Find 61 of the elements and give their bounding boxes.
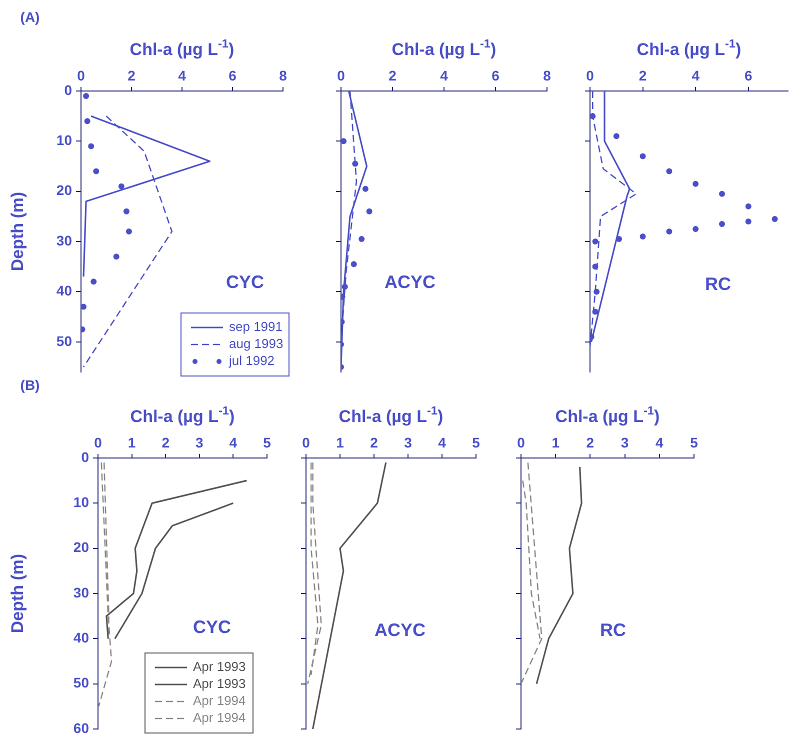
y-tick-label: 0 [81, 448, 90, 465]
annotation: ACYC [374, 620, 426, 640]
x-tick-label: 0 [586, 67, 594, 84]
x-tick-label: 8 [279, 67, 288, 84]
x-tick-label: 5 [263, 434, 272, 450]
x-tick-label: 0 [517, 434, 526, 450]
x-tick-label: 6 [492, 67, 500, 84]
x-tick-label: 5 [472, 434, 480, 450]
x-tick-label: 6 [228, 67, 237, 84]
x-tick-label: 0 [337, 67, 346, 84]
x-tick-label: 2 [586, 434, 594, 450]
x-tick-label: 6 [744, 67, 752, 84]
x-tick-label: 0 [302, 434, 310, 450]
x-tick-label: 1 [552, 434, 560, 450]
legend-label: aug 1993 [229, 336, 284, 352]
x-tick-label: 4 [692, 67, 700, 84]
x-tick-label: 3 [404, 434, 412, 450]
x-tick-label: 2 [388, 67, 397, 84]
x-tick-label: 2 [370, 434, 378, 450]
annotation: CYC [226, 272, 264, 292]
text: (B) [20, 376, 40, 393]
x-tick-label: 3 [196, 434, 204, 450]
legend-label: jul 1992 [228, 353, 275, 368]
x-tick-label: 8 [543, 67, 552, 84]
y-tick-label: 10 [56, 132, 72, 148]
y-tick-label: 10 [73, 494, 90, 510]
y-tick-label: 60 [73, 720, 90, 735]
y-tick-label: 0 [64, 82, 72, 98]
x-tick-label: 0 [94, 434, 102, 450]
legend-label: Apr 1994 [193, 693, 246, 708]
y-axis-title: Depth (m) [8, 554, 27, 634]
y-tick-label: 30 [73, 584, 90, 600]
x-tick-label: 2 [128, 67, 136, 84]
y-axis-title: Depth (m) [8, 192, 27, 272]
y-tick-label: 30 [56, 232, 72, 248]
annotation: CYC [192, 616, 232, 637]
x-tick-label: 4 [229, 434, 238, 450]
text: (A) [20, 8, 40, 25]
y-tick-label: 50 [73, 674, 90, 691]
y-tick-label: 40 [56, 282, 72, 299]
x-tick-label: 1 [336, 434, 344, 450]
legend-label: Apr 1993 [193, 659, 246, 674]
x-tick-label: 4 [438, 434, 446, 450]
x-tick-label: 4 [656, 434, 664, 450]
y-tick-label: 20 [56, 182, 72, 198]
legend-label: Apr 1993 [193, 676, 246, 692]
legend-label: Apr 1994 [193, 710, 246, 726]
legend-label: sep 1991 [229, 319, 282, 334]
x-tick-label: 2 [638, 67, 647, 84]
y-tick-label: 50 [56, 332, 72, 349]
annotation: RC [705, 274, 731, 294]
annotation: RC [600, 620, 626, 640]
x-tick-label: 1 [128, 434, 136, 450]
x-tick-label: 3 [620, 434, 629, 450]
annotation: ACYC [384, 272, 436, 292]
x-tick-label: 4 [440, 67, 448, 84]
x-tick-label: 4 [178, 67, 186, 84]
y-tick-label: 40 [73, 630, 90, 646]
x-tick-label: 2 [162, 434, 170, 450]
x-tick-label: 5 [690, 434, 698, 450]
y-tick-label: 20 [73, 539, 90, 556]
